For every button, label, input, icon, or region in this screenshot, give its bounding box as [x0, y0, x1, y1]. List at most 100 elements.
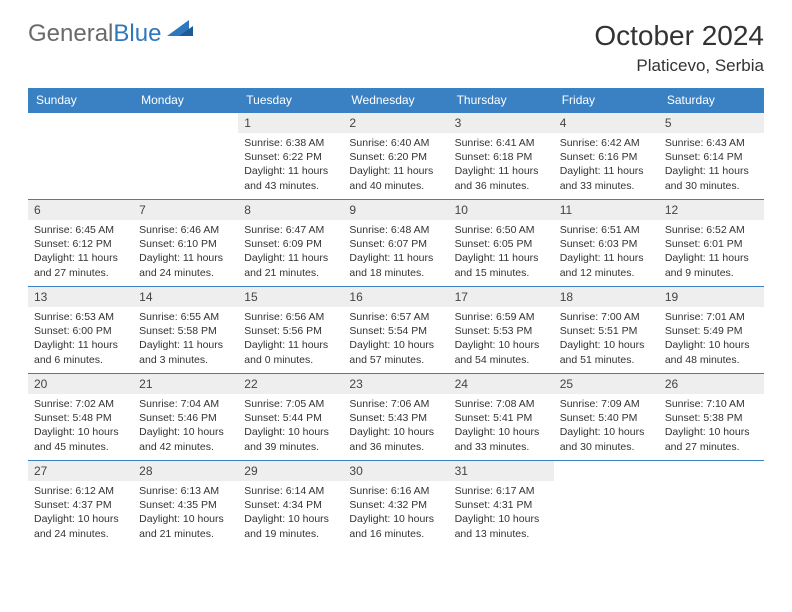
weekday-header: Saturday [659, 88, 764, 113]
day-number: 3 [449, 113, 554, 133]
calendar-cell: 2Sunrise: 6:40 AMSunset: 6:20 PMDaylight… [343, 113, 448, 200]
day-details: Sunrise: 7:10 AMSunset: 5:38 PMDaylight:… [659, 394, 764, 458]
day-number: 5 [659, 113, 764, 133]
calendar-cell: 1Sunrise: 6:38 AMSunset: 6:22 PMDaylight… [238, 113, 343, 200]
day-details: Sunrise: 6:41 AMSunset: 6:18 PMDaylight:… [449, 133, 554, 197]
day-details: Sunrise: 7:05 AMSunset: 5:44 PMDaylight:… [238, 394, 343, 458]
day-details: Sunrise: 6:12 AMSunset: 4:37 PMDaylight:… [28, 481, 133, 545]
day-number: 17 [449, 287, 554, 307]
day-number: 18 [554, 287, 659, 307]
day-number: 9 [343, 200, 448, 220]
month-title: October 2024 [594, 20, 764, 52]
day-number: 14 [133, 287, 238, 307]
day-number: 29 [238, 461, 343, 481]
weekday-header: Wednesday [343, 88, 448, 113]
day-details: Sunrise: 6:40 AMSunset: 6:20 PMDaylight:… [343, 133, 448, 197]
weekday-header: Monday [133, 88, 238, 113]
calendar-cell: 19Sunrise: 7:01 AMSunset: 5:49 PMDayligh… [659, 287, 764, 374]
logo: GeneralBlue [28, 20, 195, 48]
day-details: Sunrise: 7:06 AMSunset: 5:43 PMDaylight:… [343, 394, 448, 458]
day-details: Sunrise: 6:51 AMSunset: 6:03 PMDaylight:… [554, 220, 659, 284]
day-details: Sunrise: 6:52 AMSunset: 6:01 PMDaylight:… [659, 220, 764, 284]
location: Platicevo, Serbia [594, 56, 764, 76]
calendar-cell: 4Sunrise: 6:42 AMSunset: 6:16 PMDaylight… [554, 113, 659, 200]
day-details: Sunrise: 6:55 AMSunset: 5:58 PMDaylight:… [133, 307, 238, 371]
calendar-cell: 12Sunrise: 6:52 AMSunset: 6:01 PMDayligh… [659, 200, 764, 287]
calendar-cell: 22Sunrise: 7:05 AMSunset: 5:44 PMDayligh… [238, 374, 343, 461]
day-number: 12 [659, 200, 764, 220]
day-number: 15 [238, 287, 343, 307]
calendar-cell: 28Sunrise: 6:13 AMSunset: 4:35 PMDayligh… [133, 461, 238, 548]
day-details: Sunrise: 6:42 AMSunset: 6:16 PMDaylight:… [554, 133, 659, 197]
calendar-cell: 13Sunrise: 6:53 AMSunset: 6:00 PMDayligh… [28, 287, 133, 374]
day-number: 6 [28, 200, 133, 220]
day-details: Sunrise: 6:43 AMSunset: 6:14 PMDaylight:… [659, 133, 764, 197]
day-number: 16 [343, 287, 448, 307]
calendar-cell [554, 461, 659, 548]
day-number: 19 [659, 287, 764, 307]
day-number: 22 [238, 374, 343, 394]
day-details: Sunrise: 6:50 AMSunset: 6:05 PMDaylight:… [449, 220, 554, 284]
day-number: 13 [28, 287, 133, 307]
day-details: Sunrise: 6:53 AMSunset: 6:00 PMDaylight:… [28, 307, 133, 371]
day-details: Sunrise: 6:56 AMSunset: 5:56 PMDaylight:… [238, 307, 343, 371]
calendar-table: SundayMondayTuesdayWednesdayThursdayFrid… [28, 88, 764, 547]
weekday-header: Sunday [28, 88, 133, 113]
day-number: 8 [238, 200, 343, 220]
calendar-cell: 16Sunrise: 6:57 AMSunset: 5:54 PMDayligh… [343, 287, 448, 374]
day-number: 25 [554, 374, 659, 394]
calendar-cell: 30Sunrise: 6:16 AMSunset: 4:32 PMDayligh… [343, 461, 448, 548]
day-details: Sunrise: 6:17 AMSunset: 4:31 PMDaylight:… [449, 481, 554, 545]
day-number: 23 [343, 374, 448, 394]
day-number: 2 [343, 113, 448, 133]
day-details: Sunrise: 6:38 AMSunset: 6:22 PMDaylight:… [238, 133, 343, 197]
calendar-cell [133, 113, 238, 200]
day-number: 11 [554, 200, 659, 220]
day-details: Sunrise: 7:01 AMSunset: 5:49 PMDaylight:… [659, 307, 764, 371]
calendar-cell: 17Sunrise: 6:59 AMSunset: 5:53 PMDayligh… [449, 287, 554, 374]
logo-text-general: General [28, 20, 113, 47]
calendar-cell: 29Sunrise: 6:14 AMSunset: 4:34 PMDayligh… [238, 461, 343, 548]
calendar-cell: 20Sunrise: 7:02 AMSunset: 5:48 PMDayligh… [28, 374, 133, 461]
calendar-cell: 21Sunrise: 7:04 AMSunset: 5:46 PMDayligh… [133, 374, 238, 461]
day-details: Sunrise: 6:48 AMSunset: 6:07 PMDaylight:… [343, 220, 448, 284]
calendar-cell [28, 113, 133, 200]
calendar-cell: 31Sunrise: 6:17 AMSunset: 4:31 PMDayligh… [449, 461, 554, 548]
calendar-cell [659, 461, 764, 548]
day-details: Sunrise: 6:47 AMSunset: 6:09 PMDaylight:… [238, 220, 343, 284]
calendar-cell: 3Sunrise: 6:41 AMSunset: 6:18 PMDaylight… [449, 113, 554, 200]
day-number: 26 [659, 374, 764, 394]
day-details: Sunrise: 7:09 AMSunset: 5:40 PMDaylight:… [554, 394, 659, 458]
calendar-cell: 27Sunrise: 6:12 AMSunset: 4:37 PMDayligh… [28, 461, 133, 548]
logo-text-blue: Blue [113, 20, 161, 47]
day-details: Sunrise: 6:13 AMSunset: 4:35 PMDaylight:… [133, 481, 238, 545]
calendar-cell: 26Sunrise: 7:10 AMSunset: 5:38 PMDayligh… [659, 374, 764, 461]
calendar-cell: 14Sunrise: 6:55 AMSunset: 5:58 PMDayligh… [133, 287, 238, 374]
day-details: Sunrise: 6:46 AMSunset: 6:10 PMDaylight:… [133, 220, 238, 284]
day-number: 10 [449, 200, 554, 220]
calendar-cell: 8Sunrise: 6:47 AMSunset: 6:09 PMDaylight… [238, 200, 343, 287]
day-number: 21 [133, 374, 238, 394]
day-details: Sunrise: 6:14 AMSunset: 4:34 PMDaylight:… [238, 481, 343, 545]
day-number: 30 [343, 461, 448, 481]
day-details: Sunrise: 6:59 AMSunset: 5:53 PMDaylight:… [449, 307, 554, 371]
calendar-cell: 6Sunrise: 6:45 AMSunset: 6:12 PMDaylight… [28, 200, 133, 287]
day-details: Sunrise: 6:57 AMSunset: 5:54 PMDaylight:… [343, 307, 448, 371]
calendar-cell: 5Sunrise: 6:43 AMSunset: 6:14 PMDaylight… [659, 113, 764, 200]
day-details: Sunrise: 6:16 AMSunset: 4:32 PMDaylight:… [343, 481, 448, 545]
calendar-cell: 11Sunrise: 6:51 AMSunset: 6:03 PMDayligh… [554, 200, 659, 287]
day-details: Sunrise: 7:00 AMSunset: 5:51 PMDaylight:… [554, 307, 659, 371]
calendar-cell: 15Sunrise: 6:56 AMSunset: 5:56 PMDayligh… [238, 287, 343, 374]
day-number: 24 [449, 374, 554, 394]
calendar-cell: 10Sunrise: 6:50 AMSunset: 6:05 PMDayligh… [449, 200, 554, 287]
day-details: Sunrise: 7:04 AMSunset: 5:46 PMDaylight:… [133, 394, 238, 458]
weekday-header: Friday [554, 88, 659, 113]
calendar-cell: 25Sunrise: 7:09 AMSunset: 5:40 PMDayligh… [554, 374, 659, 461]
day-number: 4 [554, 113, 659, 133]
day-number: 28 [133, 461, 238, 481]
logo-triangle-icon [167, 18, 195, 43]
calendar-cell: 18Sunrise: 7:00 AMSunset: 5:51 PMDayligh… [554, 287, 659, 374]
day-number: 7 [133, 200, 238, 220]
calendar-cell: 23Sunrise: 7:06 AMSunset: 5:43 PMDayligh… [343, 374, 448, 461]
day-number: 1 [238, 113, 343, 133]
